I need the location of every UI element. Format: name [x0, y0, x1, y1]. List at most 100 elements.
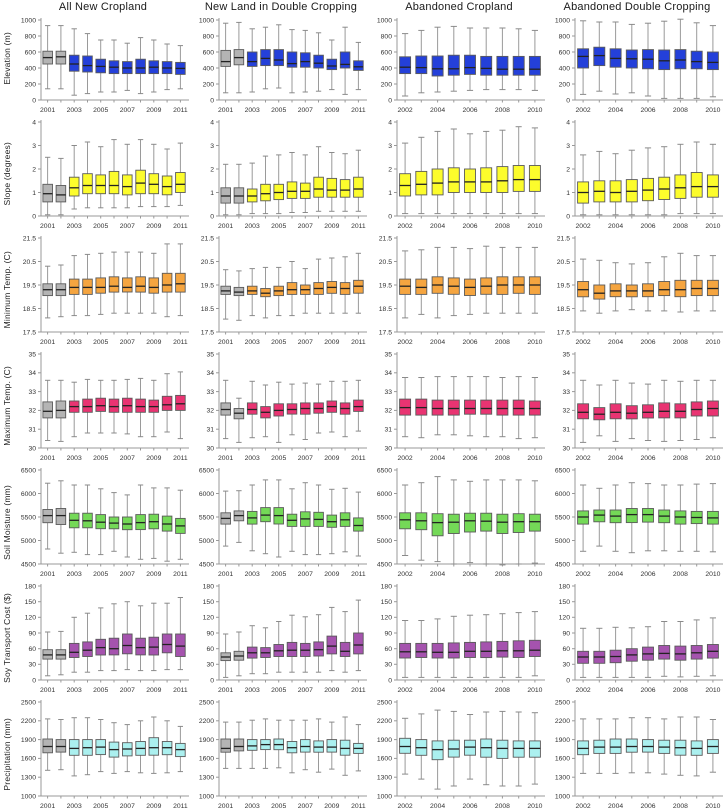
- svg-text:21.5: 21.5: [23, 235, 36, 242]
- chart-row: Soy Transport Cost ($) 0 30 60 90 120 150 180 20…: [0, 580, 728, 696]
- svg-text:2002: 2002: [576, 107, 591, 114]
- svg-text:2500: 2500: [377, 699, 392, 706]
- svg-text:2009: 2009: [324, 571, 339, 578]
- boxplot-svg: 17.5 18.5 19.5 20.5 21.5 2002 2004 2006 2008 2010: [557, 235, 723, 346]
- svg-text:2001: 2001: [218, 455, 233, 462]
- svg-text:2007: 2007: [298, 455, 313, 462]
- svg-text:150: 150: [381, 599, 393, 606]
- boxplot-svg: 1000 1300 1600 1900 2200 2500 2002 2004 2006 2008…: [555, 699, 723, 810]
- chart-row: Soil Moisture (mm) 4500 5000 5500 6000 6500 20…: [0, 464, 728, 580]
- svg-text:120: 120: [559, 615, 571, 622]
- subplot: 17.5 18.5 19.5 20.5 21.5 2001 2003 2005 2007 2009…: [192, 232, 370, 348]
- svg-text:19.5: 19.5: [557, 282, 570, 289]
- svg-text:6500: 6500: [21, 467, 36, 474]
- svg-text:1000: 1000: [21, 17, 36, 24]
- column-title: New Land in Double Cropping: [204, 1, 358, 13]
- boxplot-svg: 0 1 2 3 4 2001 2003 2005 2007 2009 2011: [210, 119, 367, 230]
- svg-text:20.5: 20.5: [201, 259, 214, 266]
- svg-text:1900: 1900: [555, 737, 570, 744]
- svg-text:2003: 2003: [67, 107, 82, 114]
- svg-text:35: 35: [384, 351, 392, 358]
- svg-text:2008: 2008: [673, 803, 688, 810]
- svg-text:20.5: 20.5: [23, 259, 36, 266]
- svg-text:19.5: 19.5: [201, 282, 214, 289]
- y-axis-title: Minimum Temp. (C): [2, 251, 12, 329]
- svg-text:1600: 1600: [199, 756, 214, 763]
- svg-text:17.5: 17.5: [557, 329, 570, 336]
- svg-text:20.5: 20.5: [379, 259, 392, 266]
- boxplot-svg: 0 1 2 3 4 2001 2003 2005 2007 2009 2011: [32, 119, 189, 230]
- boxplot-svg: 0 30 60 90 120 150 180 2002 2004 2006 2008 2010: [381, 583, 545, 694]
- svg-text:2500: 2500: [199, 699, 214, 706]
- boxplot-svg: 0 200 400 600 800 1000 2001 2003 2005 2007 2009 201…: [199, 17, 367, 114]
- svg-text:2010: 2010: [527, 803, 542, 810]
- svg-text:2001: 2001: [40, 803, 55, 810]
- boxplot-svg: 0 30 60 90 120 150 180 2001 2003 2005 2007 2009 2011: [25, 583, 189, 694]
- boxplot-svg: 30 31 32 33 34 35 2002 2004 2006 2008 2010: [384, 351, 545, 462]
- svg-text:18.5: 18.5: [557, 306, 570, 313]
- svg-text:1000: 1000: [21, 793, 36, 800]
- svg-text:2002: 2002: [398, 687, 413, 694]
- boxplot-svg: 30 31 32 33 34 35 2002 2004 2006 2008 2010: [562, 351, 723, 462]
- svg-text:3: 3: [388, 143, 392, 150]
- svg-text:200: 200: [381, 81, 393, 88]
- svg-text:2001: 2001: [40, 339, 55, 346]
- svg-text:2008: 2008: [495, 107, 510, 114]
- svg-text:6000: 6000: [199, 491, 214, 498]
- boxplot-svg: 0 200 400 600 800 1000 2001 2003 2005 2007 2009 201…: [21, 17, 189, 114]
- svg-text:2011: 2011: [173, 223, 188, 230]
- svg-text:2009: 2009: [324, 223, 339, 230]
- svg-text:180: 180: [203, 583, 215, 590]
- svg-text:2005: 2005: [271, 223, 286, 230]
- svg-text:2011: 2011: [173, 107, 188, 114]
- svg-text:2005: 2005: [93, 455, 108, 462]
- svg-text:32: 32: [206, 408, 214, 415]
- svg-text:4: 4: [388, 119, 392, 126]
- svg-text:19.5: 19.5: [379, 282, 392, 289]
- boxplot-svg: 0 1 2 3 4 2002 2004 2006 2008 2010: [388, 119, 545, 230]
- chart-row: Elevation (m) All New Cropland 0 200 400 600 8…: [0, 0, 728, 116]
- svg-text:2003: 2003: [245, 223, 260, 230]
- subplot: Abandoned Cropland 0 200 400 600 800 1000 2002 2…: [370, 0, 548, 116]
- subplot: 4500 5000 5500 6000 6500 2001 2003 2005 2007 2009…: [14, 464, 192, 580]
- svg-text:6500: 6500: [199, 467, 214, 474]
- svg-text:2003: 2003: [245, 339, 260, 346]
- svg-text:2006: 2006: [462, 571, 477, 578]
- svg-text:18.5: 18.5: [201, 306, 214, 313]
- svg-text:32: 32: [562, 408, 570, 415]
- svg-text:3: 3: [210, 143, 214, 150]
- svg-text:2003: 2003: [67, 339, 82, 346]
- svg-text:30: 30: [562, 445, 570, 452]
- svg-text:2006: 2006: [640, 455, 655, 462]
- svg-text:2005: 2005: [271, 803, 286, 810]
- chart-row: Precipitation (mm) 1000 1300 1600 1900 2200 25…: [0, 696, 728, 812]
- svg-text:0: 0: [566, 97, 570, 104]
- svg-text:600: 600: [203, 49, 215, 56]
- svg-text:2002: 2002: [398, 571, 413, 578]
- svg-text:2004: 2004: [608, 223, 623, 230]
- svg-text:2004: 2004: [430, 571, 445, 578]
- y-axis-title: Soil Moisture (mm): [2, 484, 12, 560]
- svg-text:2011: 2011: [173, 455, 188, 462]
- boxplot-svg: 4500 5000 5500 6000 6500 2002 2004 2006 2008 2010: [377, 467, 545, 578]
- svg-text:2002: 2002: [398, 107, 413, 114]
- svg-text:2007: 2007: [298, 339, 313, 346]
- boxplot-svg: 0 200 400 600 800 1000 2002 2004 2006 2008 2010: [377, 17, 545, 114]
- svg-text:2005: 2005: [93, 687, 108, 694]
- subplot: 4500 5000 5500 6000 6500 2001 2003 2005 2007 2009…: [192, 464, 370, 580]
- svg-text:400: 400: [381, 65, 393, 72]
- svg-text:2008: 2008: [495, 223, 510, 230]
- svg-text:4500: 4500: [377, 561, 392, 568]
- svg-text:2007: 2007: [120, 803, 135, 810]
- svg-text:2011: 2011: [173, 687, 188, 694]
- svg-text:33: 33: [562, 389, 570, 396]
- boxplot-svg: 0 1 2 3 4 2002 2004 2006 2008 2010: [566, 119, 723, 230]
- svg-text:2: 2: [388, 166, 392, 173]
- svg-text:31: 31: [562, 427, 570, 434]
- svg-text:2011: 2011: [351, 803, 366, 810]
- svg-text:2200: 2200: [377, 718, 392, 725]
- subplot: 0 1 2 3 4 2001 2003 2005 2007 2009 2011: [192, 116, 370, 232]
- y-axis-title: Maximum Temp. (C): [2, 366, 12, 446]
- svg-text:1000: 1000: [555, 17, 570, 24]
